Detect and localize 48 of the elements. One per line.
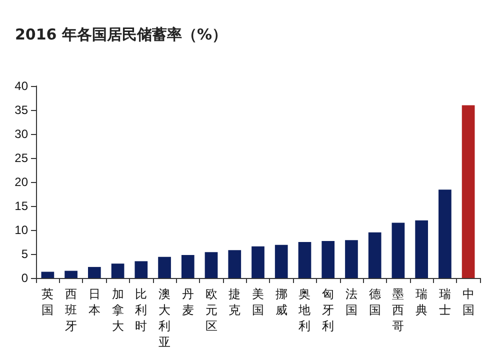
x-tick-label: 瑞典 [416,287,428,317]
y-tick-label: 0 [21,271,28,285]
bar [228,250,242,278]
y-tick-label: 5 [21,247,28,261]
bar [462,105,475,278]
bar [415,220,428,278]
bar [252,246,264,278]
x-tick-label: 奥地利 [298,287,311,333]
chart-title: 2016 年各国居民储蓄率（%） [15,26,227,44]
y-tick-label: 10 [14,223,28,237]
bar [204,252,218,278]
y-tick-label: 35 [14,103,28,117]
x-tick-label: 匈牙利 [322,287,334,333]
bar [368,232,382,278]
bar [181,254,194,278]
x-tick-label: 挪威 [275,287,288,317]
bar [134,261,148,278]
bar [88,266,101,278]
x-tick-label: 德国 [368,287,381,317]
x-tick-label: 捷克 [228,287,241,317]
x-tick-label: 中国 [462,287,474,317]
y-tick-label: 15 [14,199,28,213]
x-tick-label: 日本 [88,287,100,317]
y-tick-label: 30 [14,127,28,141]
x-tick-label: 法国 [345,287,358,317]
bar [322,241,335,278]
bar [64,270,78,278]
x-tick-label: 比利时 [135,287,148,333]
bar [274,244,288,278]
y-tick-label: 40 [14,79,28,93]
bar [438,190,452,278]
x-tick-label: 英国 [42,287,54,317]
y-tick-label: 20 [14,175,28,189]
bar [345,240,358,278]
bar [41,272,54,278]
x-tick-label: 加拿大 [112,287,124,333]
bar [392,222,405,278]
x-tick-label: 欧元区 [205,287,218,333]
bar [158,256,171,278]
bar [298,242,312,278]
x-tick-label: 澳大利亚 [158,287,171,349]
bar [111,264,124,278]
x-tick-label: 美国 [252,287,264,317]
x-tick-label: 瑞士 [438,287,451,317]
y-tick-label: 25 [14,151,28,165]
x-tick-label: 丹麦 [182,287,194,317]
x-tick-label: 西班牙 [65,287,78,333]
x-tick-label: 墨西哥 [392,287,404,333]
